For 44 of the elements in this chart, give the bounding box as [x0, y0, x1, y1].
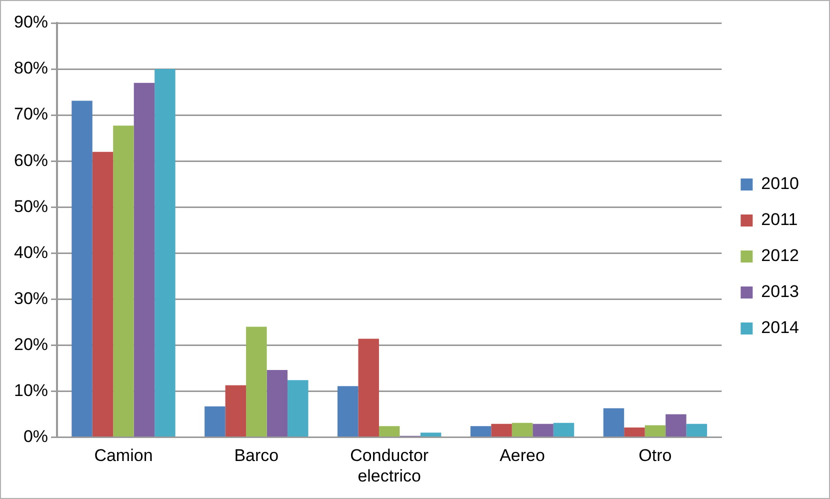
y-tick-label: 40% [14, 242, 48, 262]
bar [246, 326, 267, 436]
y-tick-label: 20% [14, 334, 48, 354]
bar [491, 424, 512, 436]
x-tick-label: Barco [234, 446, 279, 466]
x-tick-label: Aereo [500, 446, 545, 466]
bar [553, 422, 574, 436]
y-tick-label: 90% [14, 12, 48, 32]
bar [113, 126, 134, 436]
bar [266, 370, 288, 436]
bar [512, 422, 533, 436]
bar [154, 69, 176, 436]
x-tick-label: Otro [638, 446, 672, 466]
bar [134, 82, 155, 436]
bar [470, 426, 492, 436]
y-tick-label: 10% [14, 380, 48, 400]
bar [338, 386, 358, 436]
y-tick-label: 60% [14, 150, 48, 170]
legend-label: 2011 [761, 210, 798, 230]
y-tick-label: 80% [14, 58, 48, 78]
bar [92, 152, 114, 436]
bar [686, 424, 708, 436]
bar [603, 408, 624, 436]
bar [378, 426, 400, 436]
legend-label: 2010 [761, 174, 800, 194]
y-tick-label: 70% [14, 104, 48, 124]
x-tick-label: Camion [94, 446, 153, 466]
legend-label: 2012 [761, 246, 800, 266]
legend-label: 2013 [761, 282, 800, 302]
bar [288, 380, 308, 436]
y-tick-label: 0% [23, 426, 48, 446]
bar [644, 425, 666, 436]
bar [666, 414, 686, 436]
bar [358, 338, 379, 436]
bar [225, 385, 246, 436]
y-tick-label: 30% [14, 288, 48, 308]
bar [72, 100, 92, 436]
bar [532, 424, 554, 436]
bar [624, 428, 645, 436]
bar [420, 432, 442, 436]
x-tick-label: Conductor electrico [350, 446, 429, 486]
y-tick-label: 50% [14, 196, 48, 216]
legend-label: 2014 [761, 318, 800, 338]
bar [204, 406, 226, 436]
